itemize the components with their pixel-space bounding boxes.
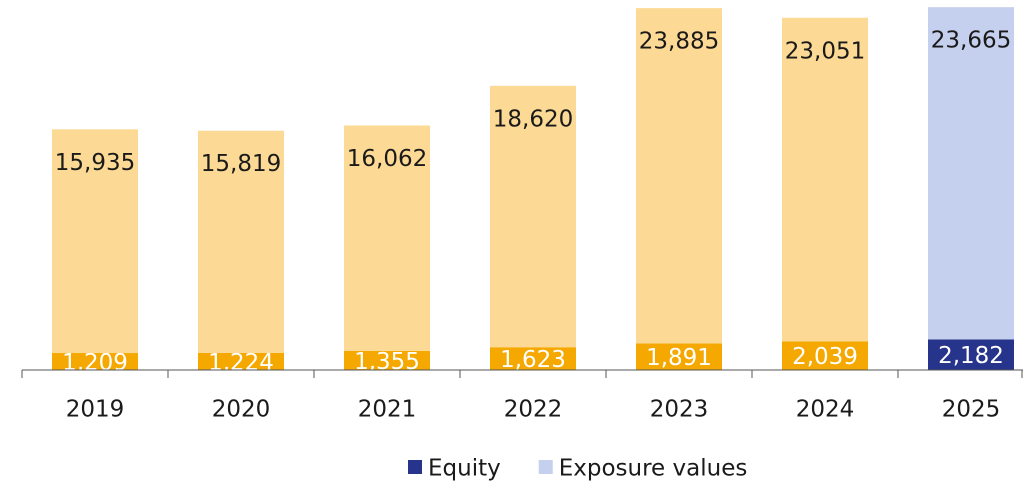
x-tick-label: 2024	[796, 397, 855, 423]
bar-segment	[636, 8, 722, 344]
bar-segment	[490, 85, 576, 348]
bar-segment	[490, 347, 576, 370]
value-label: 1,891	[646, 345, 712, 371]
bar-segment	[928, 7, 1014, 340]
x-tick-label: 2019	[66, 397, 125, 423]
bar-segment	[344, 125, 430, 351]
x-tick-label: 2022	[504, 397, 563, 423]
value-label: 2,039	[792, 344, 858, 370]
value-label: 18,620	[493, 106, 573, 132]
bar-segment	[782, 17, 868, 342]
value-label: 23,885	[639, 29, 719, 55]
bar-segment	[636, 343, 722, 370]
value-label: 1,209	[62, 350, 128, 376]
value-label: 23,665	[931, 28, 1011, 54]
value-label: 15,935	[55, 150, 135, 176]
x-tick-label: 2020	[212, 397, 271, 423]
bar-segment	[198, 352, 284, 370]
legend-swatch	[538, 460, 553, 474]
legend-swatch	[408, 460, 422, 474]
x-tick-label: 2025	[942, 397, 1001, 423]
value-label: 1,224	[208, 350, 274, 376]
value-label: 1,623	[500, 347, 566, 373]
legend-label: Equity	[428, 456, 501, 482]
value-label: 23,051	[785, 38, 865, 64]
bar-segment	[198, 130, 284, 353]
bar-segment	[344, 350, 430, 370]
bar-segment	[928, 339, 1014, 370]
bar-segment	[52, 129, 138, 354]
value-label: 1,355	[354, 349, 420, 375]
bar-segment	[782, 341, 868, 370]
value-label: 16,062	[347, 146, 427, 172]
bar-segment	[52, 353, 138, 370]
value-label: 2,182	[938, 343, 1004, 369]
legend-label: Exposure values	[559, 456, 748, 482]
x-tick-label: 2023	[650, 397, 709, 423]
value-label: 15,819	[201, 151, 281, 177]
x-tick-label: 2021	[358, 397, 417, 423]
